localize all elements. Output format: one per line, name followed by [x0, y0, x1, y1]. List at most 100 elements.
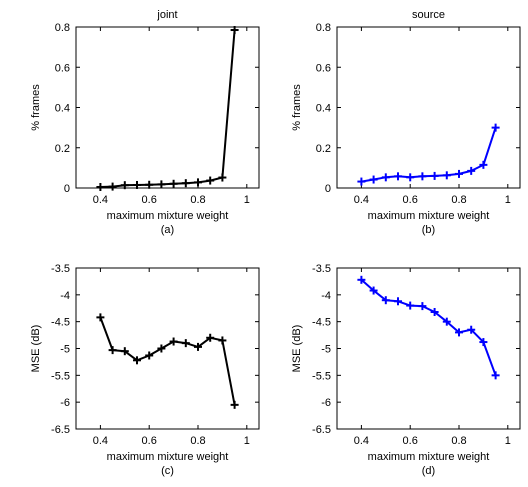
x-axis-label: maximum mixture weight [107, 451, 229, 463]
panel-c: 0.4 0.6 0.8 1 -3.5 -4 -4.5 -5 -5.5 -6 -6.5 maximum … [30, 263, 260, 477]
data-point [108, 182, 117, 191]
data-point [181, 179, 190, 188]
data-point [181, 339, 190, 348]
panel-a: 0.4 0.6 0.8 1 0 0.2 0.4 0.6 0.8 joint maximum mixt… [30, 9, 260, 236]
x-tick-label: 1 [244, 194, 250, 206]
data-point [394, 172, 402, 181]
y-tick-label: 0.2 [316, 143, 331, 155]
data-point [108, 346, 117, 355]
x-tick-label: 0.8 [190, 435, 205, 447]
data-point [357, 177, 366, 186]
y-tick-label: -6 [321, 397, 331, 409]
data-point [194, 342, 202, 351]
x-tick-label: 0.8 [451, 435, 466, 447]
data-point [369, 286, 378, 295]
data-point [442, 317, 451, 326]
chart-title: joint [156, 9, 177, 21]
data-point [96, 182, 105, 191]
y-tick-label: 0.8 [55, 22, 70, 34]
data-point [381, 173, 390, 182]
y-tick-label: 0.6 [55, 62, 70, 74]
data-point [157, 180, 166, 189]
y-tick-label: -6.5 [312, 424, 331, 436]
data-point [479, 160, 488, 169]
data-point [157, 344, 166, 353]
x-tick-label: 0.4 [93, 435, 108, 447]
data-point [418, 172, 427, 181]
y-tick-label: -3.5 [51, 263, 70, 275]
y-axis-label: MSE (dB) [30, 325, 42, 373]
data-point [467, 325, 476, 334]
x-axis-label: maximum mixture weight [368, 451, 490, 463]
x-tick-label: 0.8 [190, 194, 205, 206]
data-point [455, 169, 463, 178]
data-point [133, 356, 141, 365]
y-tick-label: -4.5 [51, 317, 70, 329]
x-tick-label: 1 [244, 435, 250, 447]
series-line [360, 279, 497, 376]
data-point [218, 173, 227, 182]
x-tick-label: 0.6 [403, 435, 418, 447]
data-point [430, 308, 439, 317]
chart-title: source [412, 9, 445, 21]
y-axis-label: % frames [291, 84, 303, 131]
y-tick-label: -5 [321, 344, 331, 356]
y-tick-label: -4 [60, 290, 70, 302]
y-axis-label: % frames [30, 84, 42, 131]
x-tick-label: 0.6 [403, 194, 418, 206]
axes-box [336, 267, 521, 430]
x-axis-label: maximum mixture weight [107, 210, 229, 222]
panel-caption: (c) [161, 465, 174, 477]
data-point [455, 328, 463, 337]
y-tick-label: 0 [64, 183, 70, 195]
data-point [357, 275, 366, 284]
y-tick-label: -6.5 [51, 424, 70, 436]
data-point [120, 347, 129, 356]
data-point [491, 371, 500, 380]
panel-d: 0.4 0.6 0.8 1 -3.5 -4 -4.5 -5 -5.5 -6 -6.5 maximum … [291, 263, 521, 477]
x-axis-label: maximum mixture weight [368, 210, 490, 222]
data-point [406, 173, 415, 182]
data-point [230, 400, 239, 409]
data-point [479, 338, 488, 347]
data-point [406, 301, 415, 310]
data-point [169, 179, 178, 188]
panel-caption: (a) [161, 224, 174, 236]
panel-caption: (d) [422, 465, 435, 477]
axes-box [336, 26, 521, 189]
panel-b: 0.4 0.6 0.8 1 0 0.2 0.4 0.6 0.8 source maximum mix… [291, 9, 521, 236]
data-point [169, 337, 178, 346]
axes-box [75, 267, 260, 430]
x-tick-label: 0.6 [142, 435, 157, 447]
panel-caption: (b) [422, 224, 435, 236]
data-point [381, 296, 390, 305]
y-tick-label: 0.4 [55, 103, 70, 115]
y-tick-label: 0 [325, 183, 331, 195]
y-tick-label: -5.5 [312, 370, 331, 382]
data-point [418, 302, 427, 311]
data-point [230, 26, 239, 35]
data-point [467, 166, 476, 175]
data-point [145, 180, 154, 189]
data-point [369, 175, 378, 184]
x-tick-label: 0.6 [142, 194, 157, 206]
data-point [430, 171, 439, 180]
y-tick-label: -4 [321, 290, 331, 302]
data-point [96, 313, 105, 322]
y-tick-label: 0.6 [316, 62, 331, 74]
data-point [206, 333, 215, 342]
data-point [145, 351, 154, 360]
y-axis-label: MSE (dB) [291, 325, 303, 373]
y-tick-label: -6 [60, 397, 70, 409]
data-point [194, 178, 202, 187]
data-point [218, 336, 227, 345]
x-tick-label: 0.8 [451, 194, 466, 206]
y-tick-label: -4.5 [312, 317, 331, 329]
axes-box [75, 26, 260, 189]
y-tick-label: -3.5 [312, 263, 331, 275]
y-tick-label: 0.2 [55, 143, 70, 155]
y-tick-label: 0.8 [316, 22, 331, 34]
data-point [206, 176, 215, 185]
data-point [442, 171, 451, 180]
